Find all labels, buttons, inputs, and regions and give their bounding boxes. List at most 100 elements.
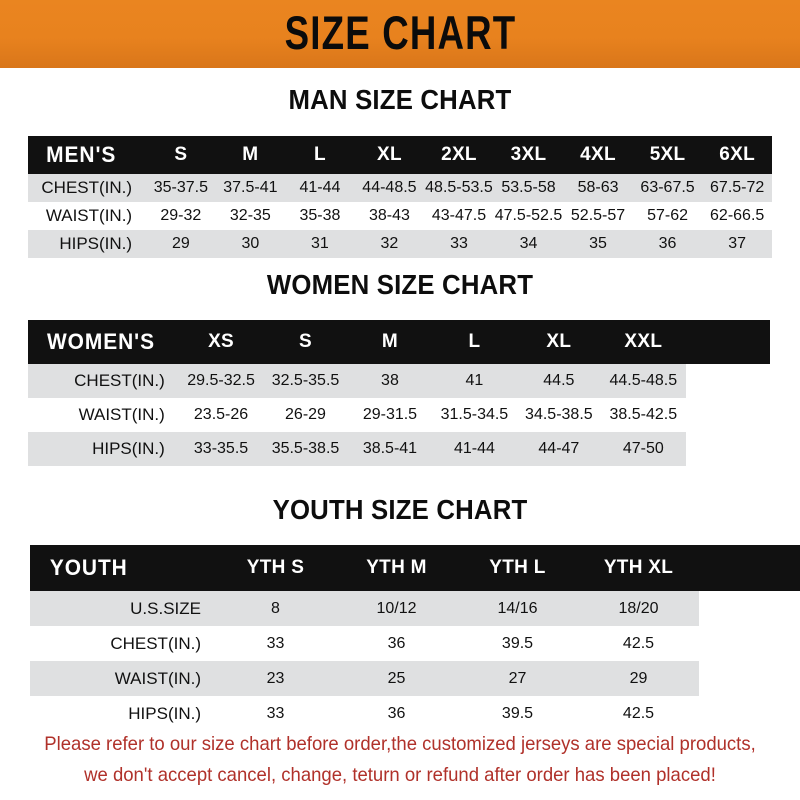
measurement-cell: 44.5-48.5 <box>609 372 678 389</box>
measurement-cell: 25 <box>387 669 406 687</box>
measurement-cell: 38 <box>381 372 399 389</box>
youth-size-column-header: YTH L <box>489 557 546 578</box>
men-size-table: MEN'S S M L XL 2XL 3XL 4XL 5XL 6XL CHEST(IN.) 35-37… <box>28 136 772 258</box>
men-size-column-header: M <box>242 144 259 165</box>
page-title: SIZE CHART <box>284 6 516 59</box>
measurement-cell: 39.5 <box>501 704 534 722</box>
women-table-header-row: WOMEN'S XS S M L XL XXL <box>28 320 770 364</box>
measurement-cell: 48.5-53.5 <box>425 179 493 196</box>
measurement-cell: 38.5-41 <box>362 440 418 457</box>
women-size-column-header: S <box>299 331 312 352</box>
empty-cell <box>699 696 800 731</box>
measurement-cell: 47-50 <box>622 440 664 457</box>
order-policy-line-1: Please refer to our size chart before or… <box>44 733 756 755</box>
measurement-cell: 36 <box>387 704 406 722</box>
measurement-row-label: WAIST(IN.) <box>78 405 165 424</box>
women-size-column-header: XXL <box>624 331 663 352</box>
measurement-row-label: HIPS(IN.) <box>92 439 165 458</box>
measurement-cell: 34.5-38.5 <box>525 406 593 423</box>
table-row: CHEST(IN.) 35-37.5 37.5-41 41-44 44-48.5 48.5… <box>28 174 772 202</box>
women-size-column-header: XS <box>208 331 235 352</box>
measurement-cell: 26-29 <box>285 406 326 423</box>
measurement-cell: 41 <box>465 372 484 389</box>
measurement-cell: 29 <box>629 669 648 687</box>
measurement-cell: 32 <box>380 235 399 252</box>
empty-cell <box>686 320 770 364</box>
empty-cell <box>699 591 800 626</box>
measurement-cell: 27 <box>508 669 527 687</box>
measurement-cell: 38-43 <box>368 207 410 224</box>
empty-cell <box>699 626 800 661</box>
youth-size-column-header: YTH S <box>246 557 305 578</box>
youth-table-header-row: YOUTH YTH S YTH M YTH L YTH XL <box>30 545 800 591</box>
men-table-header-row: MEN'S S M L XL 2XL 3XL 4XL 5XL 6XL <box>28 136 772 174</box>
table-row: HIPS(IN.) 33-35.5 35.5-38.5 38.5-41 41-44 44-… <box>28 432 770 466</box>
order-policy-note: Please refer to our size chart before or… <box>20 729 780 791</box>
measurement-cell: 38.5-42.5 <box>609 406 678 423</box>
measurement-cell: 44-47 <box>538 440 580 457</box>
measurement-cell: 35 <box>589 235 607 252</box>
men-size-column-header: XL <box>376 144 402 165</box>
measurement-cell: 33 <box>266 634 285 652</box>
table-row: WAIST(IN.) 23.5-26 26-29 29-31.5 31.5-34.5 34… <box>28 398 770 432</box>
empty-cell <box>699 661 800 696</box>
measurement-cell: 31 <box>311 235 329 252</box>
measurement-cell: 37.5-41 <box>223 179 278 196</box>
men-size-column-header: 5XL <box>649 144 686 165</box>
measurement-cell: 42.5 <box>622 704 655 722</box>
table-row: WAIST(IN.) 23 25 27 29 <box>30 661 800 696</box>
measurement-cell: 29-31.5 <box>362 406 418 423</box>
measurement-cell: 41-44 <box>299 179 341 196</box>
measurement-cell: 10/12 <box>376 599 417 617</box>
women-size-table: WOMEN'S XS S M L XL XXL CHEST(IN.) 29.5-32.5 32.5… <box>28 320 770 466</box>
empty-cell <box>685 398 770 432</box>
measurement-cell: 44-48.5 <box>362 179 417 196</box>
youth-size-column-header: YTH XL <box>603 557 674 578</box>
table-row: CHEST(IN.) 33 36 39.5 42.5 <box>30 626 800 661</box>
measurement-cell: 29-32 <box>160 207 202 224</box>
youth-size-column-header: YTH M <box>366 557 427 578</box>
measurement-cell: 33-35.5 <box>193 440 249 457</box>
table-row: U.S.SIZE 8 10/12 14/16 18/20 <box>30 591 800 626</box>
measurement-cell: 58-63 <box>577 179 619 196</box>
measurement-cell: 62-66.5 <box>710 207 765 224</box>
women-size-column-header: XL <box>546 331 572 352</box>
measurement-row-label: CHEST(IN.) <box>41 178 133 197</box>
measurement-cell: 47.5-52.5 <box>494 207 563 224</box>
table-row: WAIST(IN.) 29-32 32-35 35-38 38-43 43-47.5 47.… <box>28 202 772 230</box>
measurement-cell: 67.5-72 <box>710 179 765 196</box>
measurement-cell: 63-67.5 <box>640 179 695 196</box>
women-size-column-header: L <box>468 331 481 352</box>
measurement-cell: 32-35 <box>229 207 271 224</box>
youth-section-title: YOUTH SIZE CHART <box>272 494 528 525</box>
men-header-label: MEN'S <box>46 142 117 167</box>
measurement-cell: 33 <box>450 235 468 252</box>
empty-cell <box>685 364 770 398</box>
measurement-cell: 36 <box>658 235 677 252</box>
men-size-column-header: S <box>174 144 188 165</box>
measurement-cell: 35.5-38.5 <box>271 440 340 457</box>
measurement-cell: 44.5 <box>543 372 575 389</box>
measurement-cell: 57-62 <box>647 207 689 224</box>
men-size-column-header: 3XL <box>510 144 547 165</box>
measurement-cell: 43-47.5 <box>431 207 487 224</box>
measurement-cell: 53.5-58 <box>501 179 556 196</box>
measurement-cell: 35-38 <box>299 207 341 224</box>
measurement-cell: 41-44 <box>453 440 495 457</box>
measurement-row-label: HIPS(IN.) <box>59 234 133 253</box>
empty-cell <box>685 432 770 466</box>
measurement-row-label: WAIST(IN.) <box>114 668 201 688</box>
measurement-row-label: CHEST(IN.) <box>110 633 201 653</box>
measurement-row-label: U.S.SIZE <box>130 598 201 618</box>
women-size-column-header: M <box>381 331 399 352</box>
measurement-cell: 18/20 <box>618 599 659 617</box>
measurement-cell: 31.5-34.5 <box>440 406 509 423</box>
men-size-column-header: 4XL <box>580 144 616 165</box>
men-size-column-header: L <box>313 144 326 165</box>
measurement-cell: 34 <box>519 235 538 252</box>
empty-cell <box>699 545 800 591</box>
measurement-cell: 39.5 <box>501 634 534 652</box>
measurement-cell: 33 <box>266 704 285 722</box>
measurement-row-label: HIPS(IN.) <box>128 703 201 723</box>
